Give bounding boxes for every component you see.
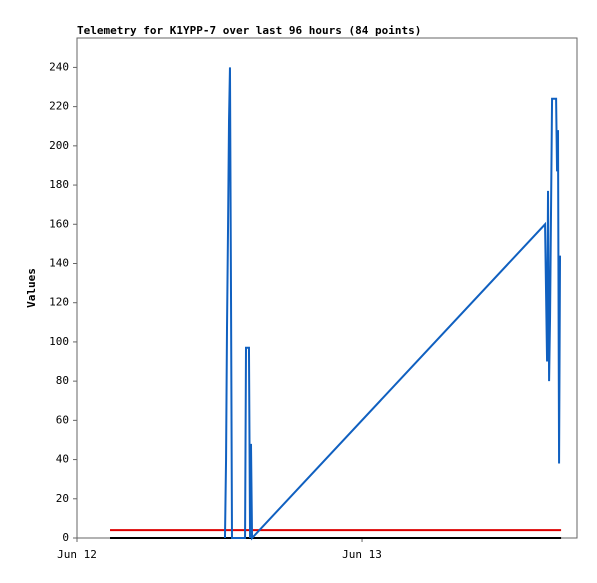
y-tick-label: 80: [56, 374, 69, 387]
y-tick-label: 220: [49, 100, 69, 113]
y-tick-label: 240: [49, 60, 69, 73]
y-tick-label: 60: [56, 413, 69, 426]
y-tick-label: 180: [49, 178, 69, 191]
y-tick-label: 140: [49, 256, 69, 269]
x-tick-label: Jun 13: [342, 548, 382, 561]
plot-frame: [76, 37, 578, 539]
y-tick-label: 0: [62, 531, 69, 544]
x-tick-label: Jun 12: [57, 548, 97, 561]
y-tick-label: 160: [49, 217, 69, 230]
y-tick-label: 100: [49, 335, 69, 348]
y-tick-label: 120: [49, 296, 69, 309]
chart-title: Telemetry for K1YPP-7 over last 96 hours…: [77, 24, 421, 37]
y-tick-label: 200: [49, 139, 69, 152]
y-tick-label: 20: [56, 492, 69, 505]
series-line: [223, 67, 562, 541]
y-tick-label: 40: [56, 453, 69, 466]
y-axis-label: Values: [25, 268, 38, 308]
